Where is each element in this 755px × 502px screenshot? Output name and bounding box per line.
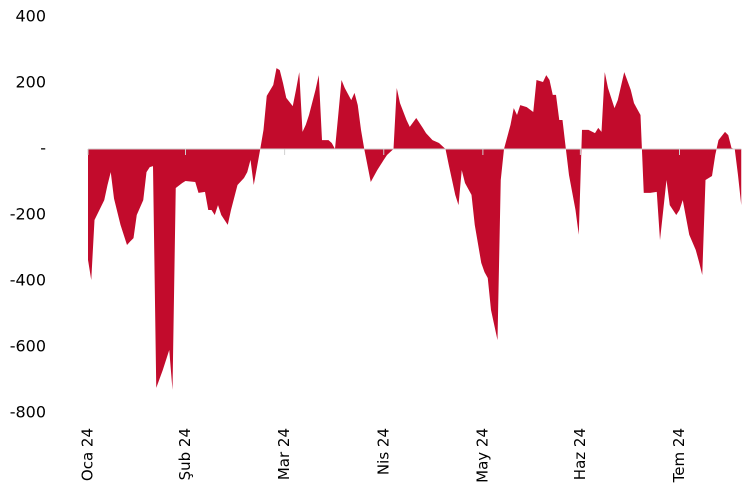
x-tick-label: May 24: [473, 428, 491, 483]
x-tick-label: Tem 24: [670, 428, 688, 483]
y-tick-label: 200: [15, 73, 46, 92]
y-tick-label: -800: [10, 403, 46, 422]
y-tick-label: -200: [10, 205, 46, 224]
x-tick-label: Nis 24: [374, 428, 392, 475]
y-tick-label: -400: [10, 271, 46, 290]
x-tick-label: Mar 24: [275, 428, 293, 480]
x-tick-label: Şub 24: [176, 428, 194, 480]
x-tick-label: Oca 24: [79, 428, 97, 481]
y-tick-label: -: [40, 139, 46, 158]
x-tick-label: Haz 24: [571, 428, 589, 480]
area: [88, 68, 742, 390]
y-tick-label: -600: [10, 337, 46, 356]
y-tick-label: 400: [15, 7, 46, 26]
